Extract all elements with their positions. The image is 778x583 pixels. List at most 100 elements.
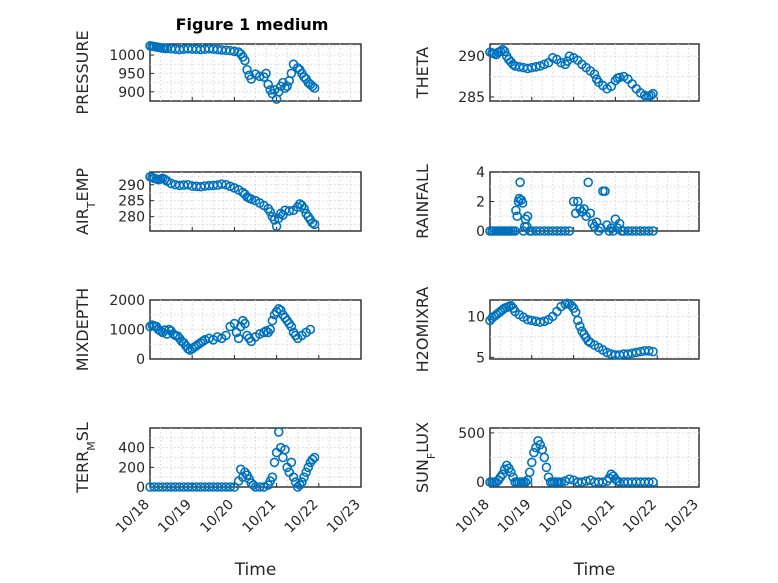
y-axis-label: SUNFLUX [413,422,438,493]
data-point [560,226,571,236]
y-tick-label: 285 [118,194,145,210]
data-point [564,226,575,236]
subplot-4: 0 2 4 RAINFALL [413,164,700,240]
data-point [305,324,316,335]
data-point [531,62,541,72]
subplot-8: 0 500 10/18 10/19 10/20 10/21 10/22 10/23 SUNFLU… [413,422,702,580]
data-point [309,219,320,230]
data-point [240,55,250,66]
y-tick-label: 2000 [109,293,145,309]
data-point [539,316,550,327]
data-point [508,59,518,70]
data-point [284,206,295,216]
data-point [221,179,231,190]
data-point [535,317,545,327]
figure-title: Figure 1 medium [176,15,329,34]
data-point [535,61,545,71]
y-tick-label: 0 [476,475,485,491]
x-tick-label: 10/22 [620,497,660,537]
y-tick-label: 950 [118,66,145,82]
data-point [248,480,259,490]
data-point [535,439,545,450]
data-point [499,46,510,57]
data-point [273,427,284,437]
data-point [575,321,585,332]
data-point [267,315,278,326]
data-point [307,454,318,465]
data-point [276,305,286,316]
y-axis-label: RAINFALL [413,164,432,239]
data-point [511,205,521,216]
data-point [286,321,297,332]
data-point [564,51,575,62]
x-tick-label: 10/18 [113,497,153,537]
subplot-6: 5 10 H2OMIXRA [413,287,700,372]
data-point [600,186,610,196]
data-point [506,467,516,478]
data-point [145,321,155,332]
data-point [512,211,522,222]
data-point [225,482,235,492]
y-tick-label: 290 [118,178,145,194]
data-point [541,462,552,473]
data-point [263,79,273,90]
data-point [602,347,612,358]
y-tick-label: 1000 [109,323,145,339]
data-point [539,452,550,463]
data-point [585,208,596,219]
y-tick-label: 400 [118,441,145,457]
data-point [297,477,307,487]
data-point [261,68,271,79]
data-point [522,211,533,222]
data-point [286,68,297,79]
data-point [556,57,566,68]
data-point [648,346,658,357]
y-tick-label: 5 [476,350,485,366]
data-point [280,444,290,455]
y-tick-label: 0 [136,480,145,496]
data-point [216,179,227,189]
data-point [233,333,244,344]
y-tick-label: 0 [136,352,145,368]
subplot-1: 900 950 1000 PRESSURE [73,30,362,115]
x-tick-label: 10/23 [662,497,702,537]
data-point [288,472,299,482]
y-axis-label: THETA [413,47,432,99]
series-markers [145,171,320,232]
data-point [644,477,654,487]
data-point [307,81,318,92]
series-markers [145,304,316,355]
data-point [254,482,265,492]
y-tick-label: 2 [476,195,485,211]
subplot-7: 0 200 400 10/18 10/19 10/20 10/21 10/22 10/23 TER… [73,422,364,580]
y-tick-label: 290 [458,49,485,65]
data-point [648,226,658,236]
y-tick-label: 280 [118,210,145,226]
data-point [648,88,658,99]
data-point [246,194,257,204]
data-point [261,326,271,336]
data-point [524,467,535,478]
data-point [265,324,276,335]
x-tick-label: 10/19 [495,497,535,537]
data-point [286,457,297,468]
x-tick-label: 10/19 [155,497,195,537]
x-tick-label: 10/22 [282,497,322,537]
data-point [282,81,292,92]
x-axis-label: Time [234,560,277,580]
data-point [547,53,558,63]
x-tick-label: 10/20 [197,497,237,537]
data-point [646,90,656,101]
data-point [240,318,250,329]
x-tick-label: 10/21 [578,497,618,537]
y-axis-label: PRESSURE [73,30,92,114]
x-axis-label: Time [573,560,616,580]
data-point [644,226,654,236]
data-point [568,196,579,207]
data-point [517,198,528,208]
data-point [566,300,577,311]
subplot-5: 0 1000 2000 MIXDEPTH [73,288,362,371]
